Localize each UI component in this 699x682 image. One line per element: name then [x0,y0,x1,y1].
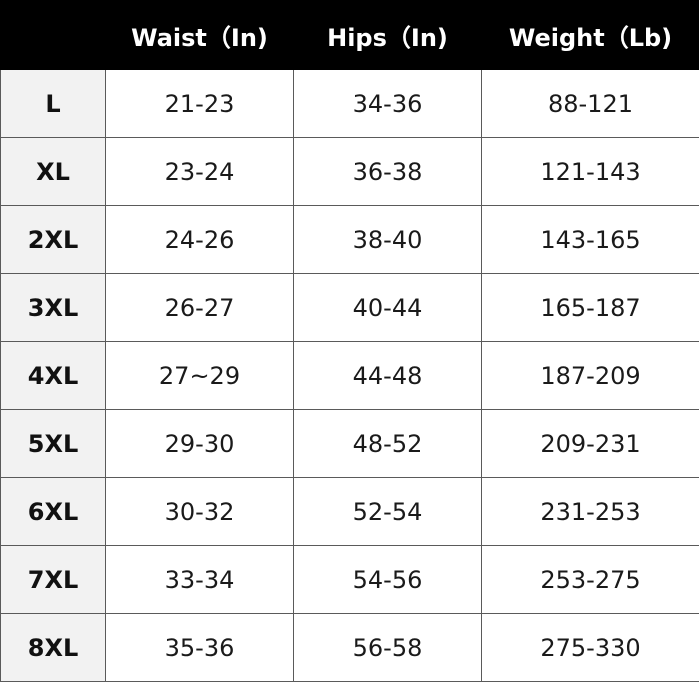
table-row: 2XL 24-26 38-40 143-165 [1,206,699,274]
header-size [1,1,106,70]
weight-cell: 165-187 [482,274,699,342]
size-cell: L [1,70,106,138]
hips-cell: 34-36 [294,70,482,138]
waist-cell: 30-32 [106,478,294,546]
hips-cell: 38-40 [294,206,482,274]
hips-cell: 56-58 [294,614,482,682]
size-cell: 3XL [1,274,106,342]
hips-cell: 54-56 [294,546,482,614]
size-cell: XL [1,138,106,206]
hips-cell: 52-54 [294,478,482,546]
weight-cell: 253-275 [482,546,699,614]
weight-cell: 121-143 [482,138,699,206]
hips-cell: 40-44 [294,274,482,342]
size-cell: 8XL [1,614,106,682]
table-row: XL 23-24 36-38 121-143 [1,138,699,206]
waist-cell: 29-30 [106,410,294,478]
hips-cell: 44-48 [294,342,482,410]
weight-cell: 187-209 [482,342,699,410]
weight-cell: 143-165 [482,206,699,274]
size-cell: 6XL [1,478,106,546]
header-weight: Weight（Lb) [482,1,699,70]
size-cell: 2XL [1,206,106,274]
waist-cell: 26-27 [106,274,294,342]
table-row: L 21-23 34-36 88-121 [1,70,699,138]
weight-cell: 275-330 [482,614,699,682]
table-body: L 21-23 34-36 88-121 XL 23-24 36-38 121-… [1,70,699,682]
waist-cell: 24-26 [106,206,294,274]
table-header: Waist（In) Hips（In) Weight（Lb) [1,1,699,70]
waist-cell: 33-34 [106,546,294,614]
size-cell: 7XL [1,546,106,614]
table-row: 3XL 26-27 40-44 165-187 [1,274,699,342]
waist-cell: 23-24 [106,138,294,206]
table-row: 8XL 35-36 56-58 275-330 [1,614,699,682]
header-waist: Waist（In) [106,1,294,70]
hips-cell: 48-52 [294,410,482,478]
table-row: 7XL 33-34 54-56 253-275 [1,546,699,614]
size-cell: 5XL [1,410,106,478]
table-row: 4XL 27~29 44-48 187-209 [1,342,699,410]
weight-cell: 231-253 [482,478,699,546]
waist-cell: 21-23 [106,70,294,138]
header-hips: Hips（In) [294,1,482,70]
header-row: Waist（In) Hips（In) Weight（Lb) [1,1,699,70]
table-row: 5XL 29-30 48-52 209-231 [1,410,699,478]
waist-cell: 35-36 [106,614,294,682]
size-cell: 4XL [1,342,106,410]
waist-cell: 27~29 [106,342,294,410]
table-row: 6XL 30-32 52-54 231-253 [1,478,699,546]
hips-cell: 36-38 [294,138,482,206]
weight-cell: 209-231 [482,410,699,478]
weight-cell: 88-121 [482,70,699,138]
